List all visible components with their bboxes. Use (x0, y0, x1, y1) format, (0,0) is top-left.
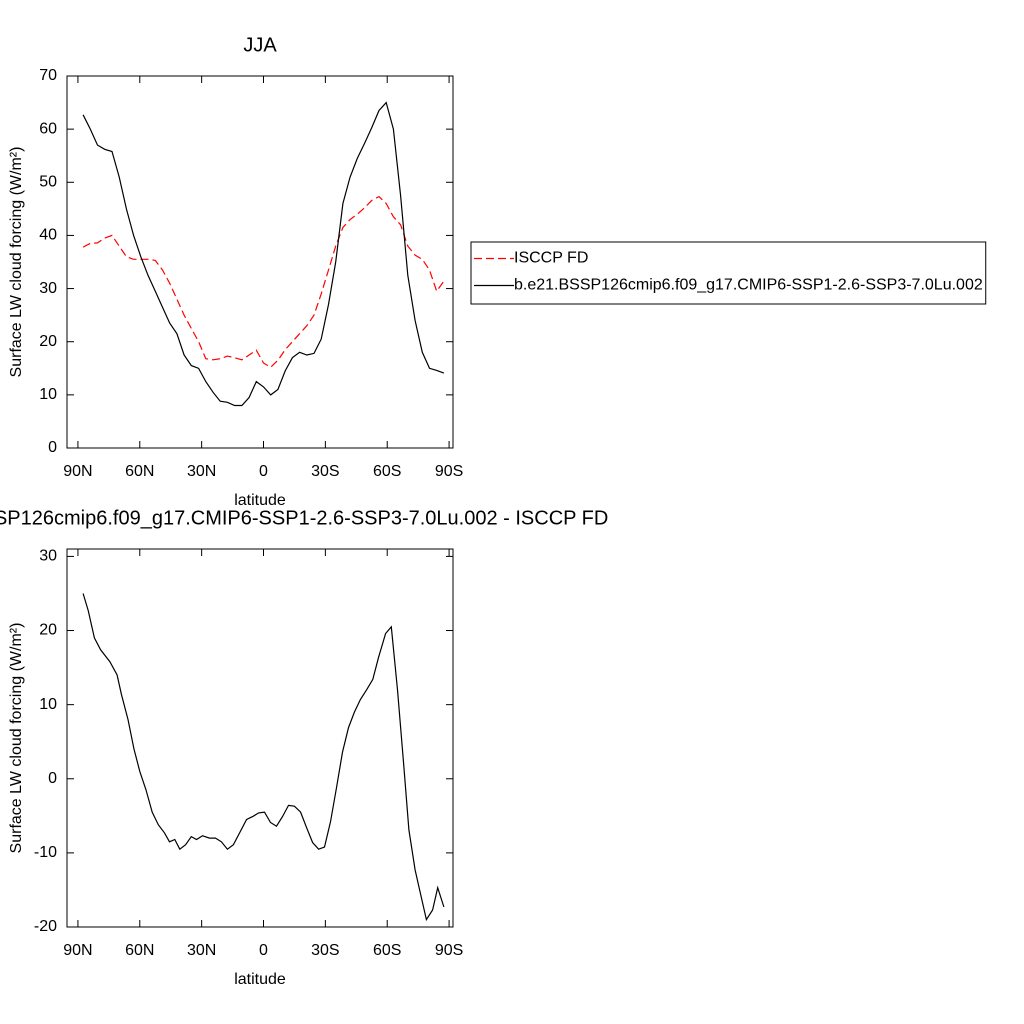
y-tick-label: 50 (39, 174, 57, 191)
y-axis-label: Surface LW cloud forcing (W/m²) (8, 623, 25, 854)
x-axis-label: latitude (234, 971, 286, 988)
x-tick-label: 90N (63, 942, 92, 959)
x-tick-label: 30S (311, 942, 339, 959)
x-tick-label: 60S (373, 463, 401, 480)
y-tick-label: 20 (39, 622, 57, 639)
data-line (82, 593, 445, 922)
legend-box (470, 241, 987, 305)
x-tick-label: 0 (259, 463, 268, 480)
data-line (82, 195, 445, 368)
x-axis-label: latitude (234, 492, 286, 509)
plot-frame (66, 548, 454, 928)
y-tick-label: 60 (39, 120, 57, 137)
y-tick-label: 70 (39, 67, 57, 84)
x-tick-label: 60N (125, 463, 154, 480)
y-tick-label: -10 (34, 844, 57, 861)
y-axis-label: Surface LW cloud forcing (W/m²) (8, 147, 25, 378)
x-tick-label: 0 (259, 942, 268, 959)
plot-frame (66, 75, 454, 449)
x-tick-label: 60S (373, 942, 401, 959)
y-tick-label: 40 (39, 227, 57, 244)
x-tick-label: 30N (187, 463, 216, 480)
x-tick-label: 60N (125, 942, 154, 959)
y-tick-label: 20 (39, 333, 57, 350)
x-tick-label: 90S (435, 463, 463, 480)
x-tick-label: 30S (311, 463, 339, 480)
legend: ISCCP FD b.e21.BSSP126cmip6.f09_g17.CMIP6… (470, 241, 987, 305)
x-tick-label: 90S (435, 942, 463, 959)
legend-label: b.e21.BSSP126cmip6.f09_g17.CMIP6-SSP1-2.… (514, 277, 983, 294)
y-tick-label: 10 (39, 386, 57, 403)
y-tick-label: -20 (34, 918, 57, 935)
y-tick-label: 10 (39, 696, 57, 713)
chart-title: b.e21.BSSP126cmip6.f09_g17.CMIP6-SSP1-2.… (0, 507, 608, 529)
chart-title: JJA (243, 34, 277, 56)
y-tick-label: 0 (48, 770, 57, 787)
y-tick-label: 30 (39, 280, 57, 297)
y-tick-label: 30 (39, 548, 57, 565)
data-line (82, 101, 445, 407)
x-tick-label: 30N (187, 942, 216, 959)
x-tick-label: 90N (63, 463, 92, 480)
legend-label: ISCCP FD (514, 250, 588, 267)
y-tick-label: 0 (48, 439, 57, 456)
